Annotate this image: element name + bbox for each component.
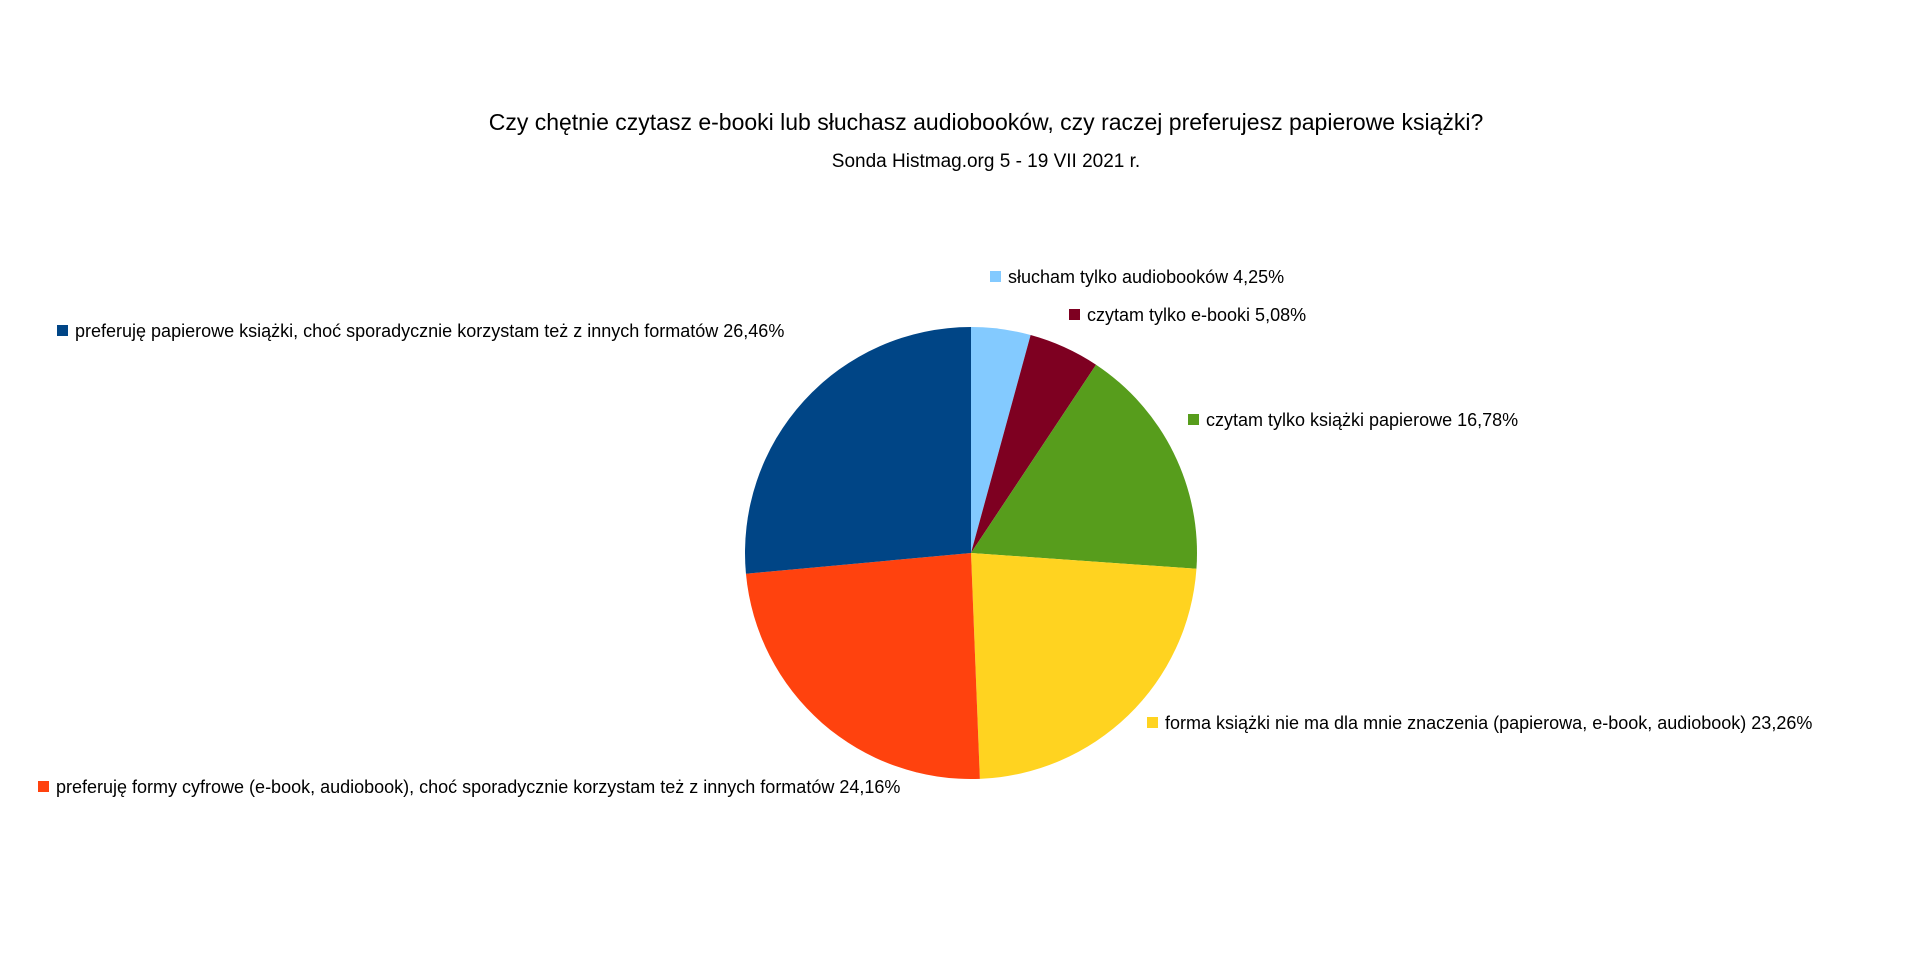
- chart-subtitle: Sonda Histmag.org 5 - 19 VII 2021 r.: [832, 151, 1140, 172]
- legend-swatch: [57, 325, 68, 336]
- pie-slice: [745, 553, 980, 780]
- legend-swatch: [990, 271, 1001, 282]
- slice-label: preferuję formy cyfrowe (e-book, audiobo…: [56, 777, 900, 797]
- pie-slice: [744, 326, 971, 574]
- pie-slice: [971, 364, 1198, 569]
- legend-swatch: [38, 781, 49, 792]
- pie-slice: [971, 553, 1197, 779]
- slice-label: słucham tylko audiobooków 4,25%: [1008, 267, 1284, 287]
- pie-slice: [971, 327, 1031, 553]
- legend-swatch: [1069, 309, 1080, 320]
- slice-label: czytam tylko e-booki 5,08%: [1087, 305, 1306, 325]
- pie-slices: [744, 326, 1198, 780]
- slice-label: forma książki nie ma dla mnie znaczenia …: [1165, 713, 1812, 733]
- slice-label: czytam tylko książki papierowe 16,78%: [1206, 410, 1518, 430]
- legend-swatch: [1147, 717, 1158, 728]
- slice-labels: słucham tylko audiobooków 4,25% czytam ty…: [38, 267, 1812, 797]
- legend-swatch: [1188, 414, 1199, 425]
- pie-slice: [971, 335, 1097, 553]
- slice-label: preferuję papierowe książki, choć sporad…: [75, 321, 784, 341]
- chart-title: Czy chętnie czytasz e-booki lub słuchasz…: [489, 109, 1484, 135]
